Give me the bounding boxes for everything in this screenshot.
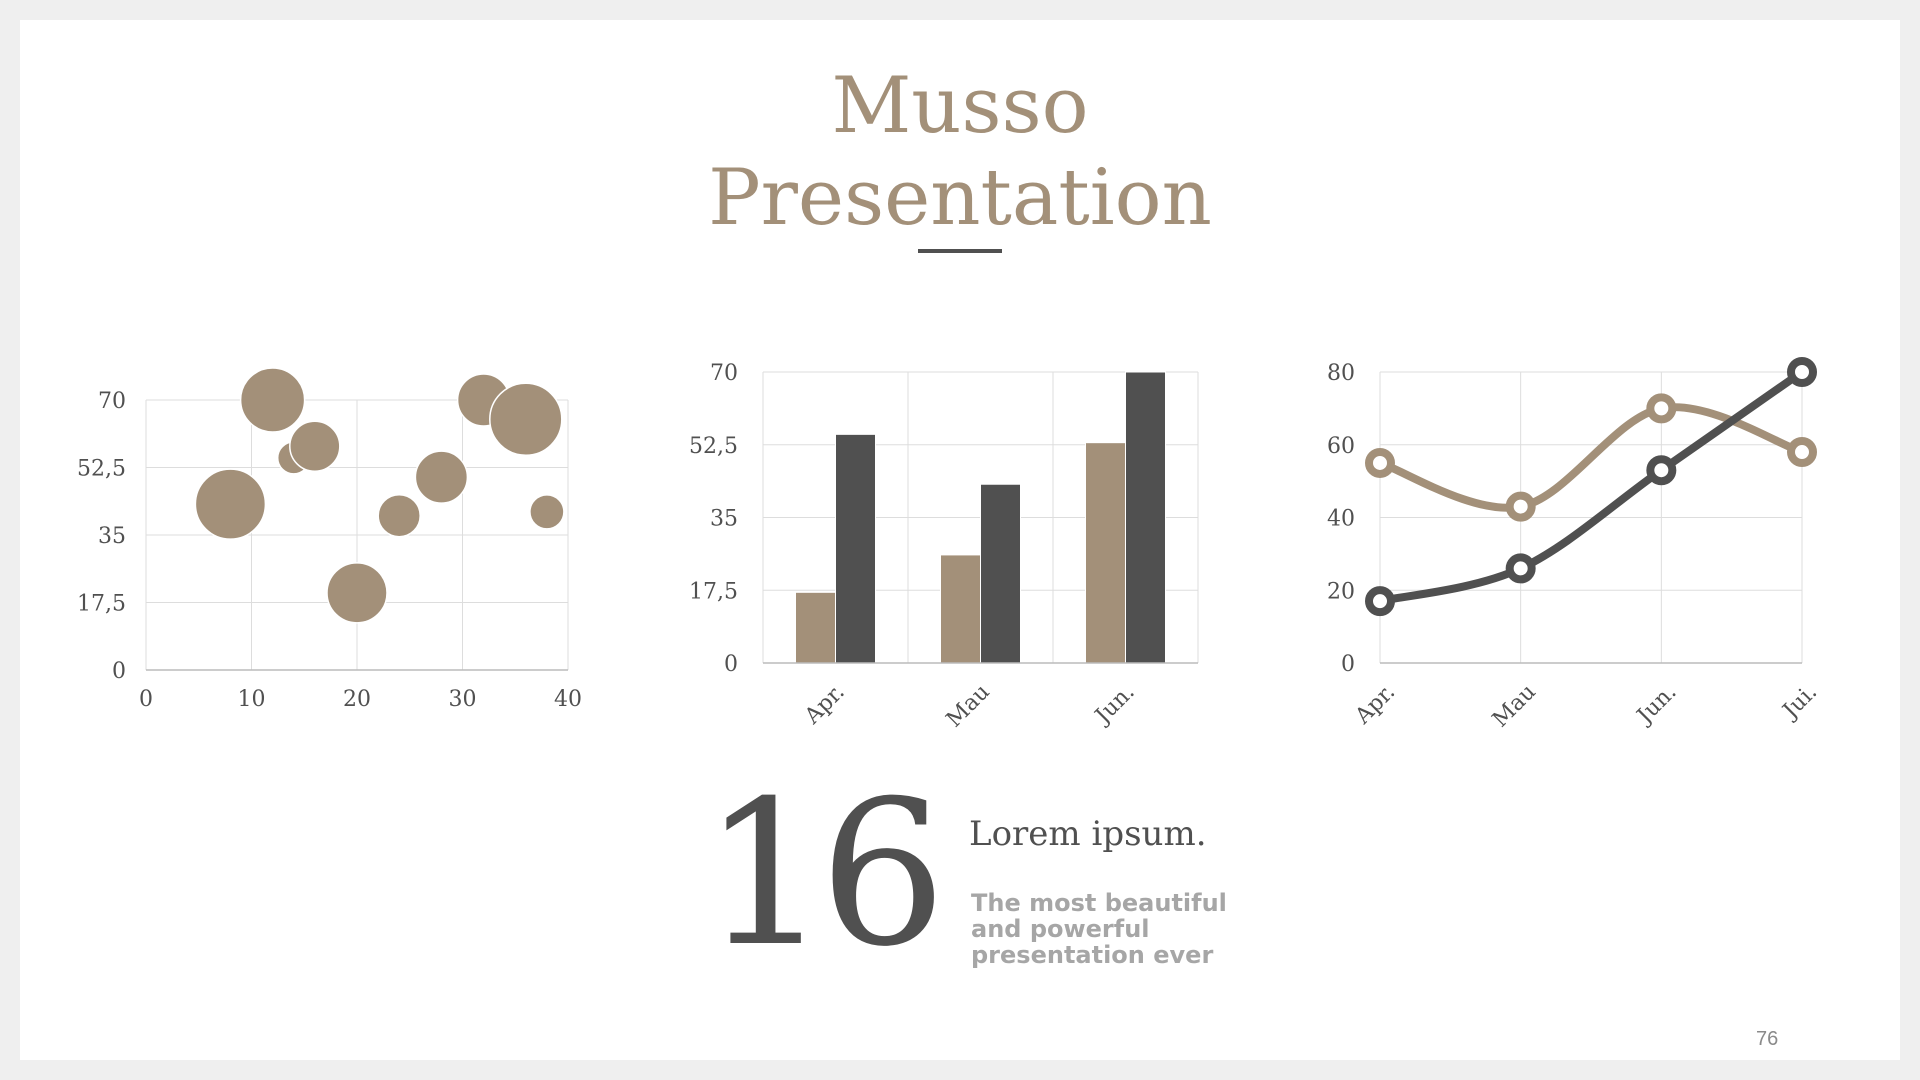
line-chart: 0 20 40 60 80 Apr. Mau Jun. Jui.	[1327, 357, 1822, 733]
bubble	[489, 382, 563, 457]
bubble	[326, 562, 388, 624]
y-tick-label: 0	[724, 652, 738, 677]
title-line-2: Presentation	[708, 153, 1212, 243]
x-tick-label: Jun.	[1089, 680, 1139, 730]
x-tick-label: Mau	[942, 680, 995, 733]
big-number: 16	[702, 758, 946, 991]
bubble	[414, 450, 469, 504]
series-line	[1376, 368, 1806, 606]
series-marker	[1505, 553, 1536, 584]
bubble	[194, 468, 267, 540]
bar	[1125, 371, 1166, 664]
y-tick-label: 0	[112, 659, 126, 684]
y-tick-label: 70	[98, 389, 126, 414]
title-line-1: Musso	[831, 61, 1089, 151]
x-tick-label: Jun.	[1631, 680, 1681, 730]
stat-description: The most beautiful and powerful presenta…	[971, 890, 1271, 968]
y-tick-label: 52,5	[689, 434, 738, 459]
bar	[835, 433, 876, 664]
bubble	[289, 420, 341, 473]
x-tick-label: 40	[554, 687, 582, 712]
y-tick-label: 20	[1327, 579, 1355, 604]
bar	[980, 483, 1021, 664]
y-tick-label: 80	[1327, 361, 1355, 386]
bubble	[239, 367, 306, 433]
title-divider	[918, 249, 1002, 253]
bubble	[377, 493, 421, 538]
page-number: 76	[1756, 1028, 1779, 1050]
x-tick-label: 30	[449, 687, 477, 712]
series-marker	[1505, 491, 1536, 522]
x-tick-label: Apr.	[799, 680, 849, 730]
x-tick-label: 20	[343, 687, 371, 712]
slide: Musso Presentation 0 10 20 30 40 0 17,5 35 52,5 7…	[20, 20, 1900, 1060]
x-tick-label: Jui.	[1777, 680, 1822, 725]
stat-description-line: presentation ever	[971, 941, 1214, 969]
y-tick-label: 40	[1327, 507, 1355, 532]
bar	[795, 591, 836, 664]
slide-title: Musso Presentation	[20, 60, 1900, 244]
series-marker	[1365, 447, 1395, 478]
series-marker	[1787, 437, 1817, 468]
bar-chart: 0 17,5 35 52,5 70 Apr. Mau Jun.	[689, 361, 1199, 733]
series-line	[1376, 403, 1806, 512]
y-tick-label: 17,5	[689, 579, 738, 604]
bubble	[529, 494, 565, 530]
y-tick-label: 52,5	[77, 457, 126, 482]
stat-description-line: and powerful	[971, 915, 1150, 943]
series-marker	[1787, 357, 1817, 387]
y-tick-label: 70	[710, 361, 738, 386]
series-marker	[1646, 393, 1677, 424]
y-tick-label: 35	[98, 524, 126, 549]
x-tick-label: Mau	[1488, 680, 1541, 733]
x-tick-label: 10	[238, 687, 266, 712]
y-tick-label: 17,5	[77, 592, 126, 617]
y-tick-label: 0	[1341, 652, 1355, 677]
bubble-chart: 0 10 20 30 40 0 17,5 35 52,5 70	[77, 367, 582, 712]
x-tick-label: Apr.	[1350, 680, 1400, 730]
series-marker	[1646, 455, 1677, 486]
stat-heading: Lorem ipsum.	[969, 814, 1207, 854]
stat-description-line: The most beautiful	[971, 889, 1227, 917]
y-tick-label: 60	[1327, 434, 1355, 459]
y-tick-label: 35	[710, 507, 738, 532]
bar	[1085, 442, 1126, 664]
bar	[940, 554, 981, 664]
x-tick-label: 0	[139, 687, 153, 712]
series-marker	[1365, 586, 1395, 617]
